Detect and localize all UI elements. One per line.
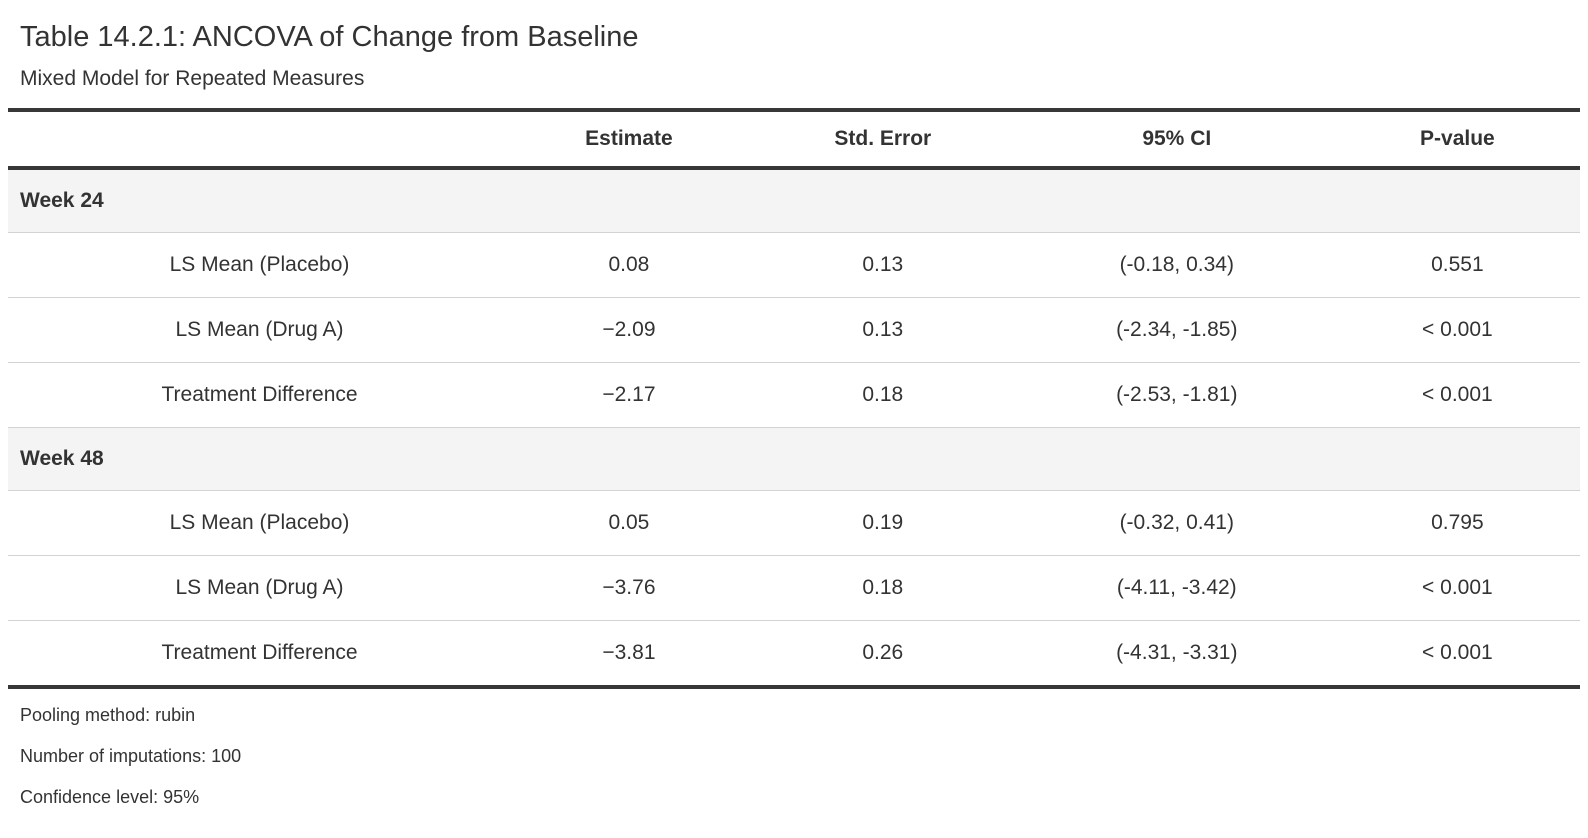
cell-ci: (-0.18, 0.34) [1018,232,1335,298]
table-title: Table 14.2.1: ANCOVA of Change from Base… [20,21,639,53]
row-label: LS Mean (Drug A) [8,297,512,363]
table-heading: Table 14.2.1: ANCOVA of Change from Base… [8,0,1580,108]
cell-ci: (-0.32, 0.41) [1018,490,1335,556]
cell-ci: (-4.11, -3.42) [1018,555,1335,621]
cell-ci: (-4.31, -3.31) [1116,641,1238,664]
cell-p-value: < 0.001 [1334,362,1580,428]
table-row: LS Mean (Drug A) −3.76 0.18 (-4.11, -3.4… [8,555,1580,621]
cell-std-error: 0.19 [746,490,1019,556]
row-label: Treatment Difference [8,362,512,428]
cell-ci: (-2.53, -1.81) [1018,362,1335,428]
cell-ci: (-2.34, -1.85) [1018,297,1335,363]
footnote-imputations: Number of imputations: 100 [20,746,242,766]
header-row: Estimate Std. Error 95% CI P-value [8,110,1580,168]
cell-std-error: 0.18 [746,362,1019,428]
cell-estimate: −3.81 [602,641,656,664]
cell-p-value: 0.795 [1334,490,1580,556]
cell-p-value: < 0.001 [1334,555,1580,621]
cell-std-error: 0.26 [862,641,904,664]
table-header: Estimate Std. Error 95% CI P-value [8,110,1580,168]
row-label: Treatment Difference [161,641,358,664]
group-row-week-24: Week 24 [8,168,1580,233]
footnote-pooling-method: Pooling method: rubin [20,705,196,725]
table-row: LS Mean (Placebo) 0.08 0.13 (-0.18, 0.34… [8,232,1580,298]
table-subtitle: Mixed Model for Repeated Measures [20,67,365,90]
group-label: Week 48 [8,427,1580,491]
cell-estimate: −2.17 [511,362,747,428]
ancova-results-table: Estimate Std. Error 95% CI P-value Week … [8,108,1580,689]
group-label: Week 24 [8,168,1580,233]
column-header-p-value: P-value [1420,127,1495,150]
footnote-confidence-level: Confidence level: 95% [20,787,200,807]
table-row: Treatment Difference −2.17 0.18 (-2.53, … [8,362,1580,428]
cell-estimate: −3.76 [511,555,747,621]
cell-std-error: 0.13 [746,297,1019,363]
cell-p-value: < 0.001 [1422,641,1493,664]
cell-estimate: 0.05 [511,490,747,556]
row-label: LS Mean (Placebo) [8,232,512,298]
cell-p-value: < 0.001 [1334,297,1580,363]
column-header-estimate: Estimate [585,127,673,150]
table-row: Treatment Difference −3.81 0.26 (-4.31, … [8,621,1580,688]
group-row-week-48: Week 48 [8,427,1580,491]
table-row: LS Mean (Drug A) −2.09 0.13 (-2.34, -1.8… [8,297,1580,363]
cell-std-error: 0.18 [746,555,1019,621]
table-footnotes: Pooling method: rubin Number of imputati… [8,689,1580,818]
column-header-std-error: Std. Error [834,127,932,150]
table-body: Week 24 LS Mean (Placebo) 0.08 0.13 (-0.… [8,168,1580,687]
column-header-ci: 95% CI [1142,127,1212,150]
row-label: LS Mean (Drug A) [8,555,512,621]
cell-std-error: 0.13 [746,232,1019,298]
cell-estimate: −2.09 [511,297,747,363]
cell-p-value: 0.551 [1334,232,1580,298]
column-header-stub [8,110,511,168]
cell-estimate: 0.08 [511,232,747,298]
table-row: LS Mean (Placebo) 0.05 0.19 (-0.32, 0.41… [8,490,1580,556]
row-label: LS Mean (Placebo) [8,490,512,556]
